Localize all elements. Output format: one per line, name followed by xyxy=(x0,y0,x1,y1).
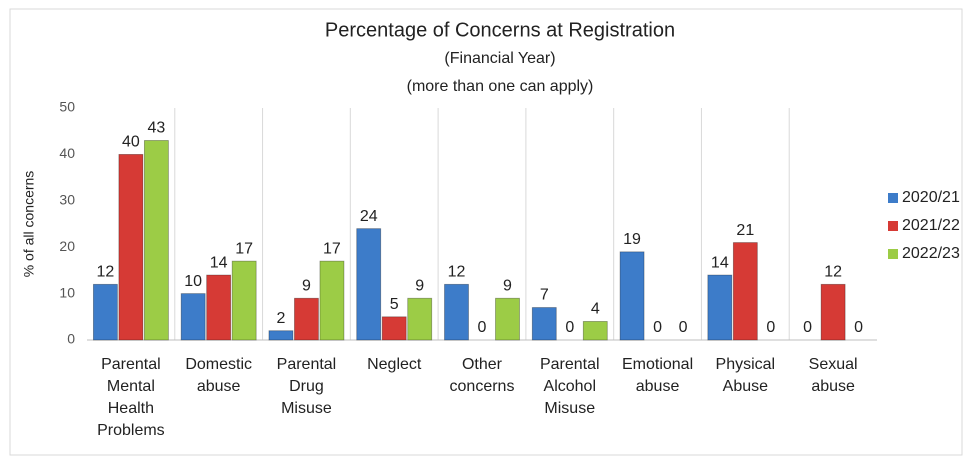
legend-label: 2021/22 xyxy=(902,217,960,234)
bar xyxy=(444,283,469,341)
chart-frame xyxy=(9,8,963,456)
data-label: 0 xyxy=(679,319,688,336)
y-tick-label: 50 xyxy=(59,99,75,115)
legend-label: 2020/21 xyxy=(902,189,960,206)
data-label: 14 xyxy=(210,254,228,271)
data-label: 9 xyxy=(415,277,424,294)
data-label: 0 xyxy=(803,319,812,336)
legend-swatch xyxy=(888,249,898,259)
data-label: 0 xyxy=(478,319,487,336)
bar xyxy=(732,242,758,341)
data-label: 0 xyxy=(854,319,863,336)
bar xyxy=(619,251,645,341)
bar xyxy=(294,297,319,341)
bar xyxy=(118,153,144,341)
x-tick-label: Domestic abuse xyxy=(185,356,252,395)
bar xyxy=(820,283,846,341)
x-tick-label: Other concerns xyxy=(450,356,515,395)
bar xyxy=(231,260,257,341)
bar xyxy=(180,293,206,341)
y-tick-label: 40 xyxy=(59,145,75,161)
bar xyxy=(582,321,608,341)
data-label: 7 xyxy=(540,287,549,304)
data-label: 5 xyxy=(390,296,399,313)
bar xyxy=(356,228,382,341)
data-label: 0 xyxy=(653,319,662,336)
data-label: 12 xyxy=(824,264,842,281)
chart-subtitle: (Financial Year) xyxy=(444,50,555,67)
data-label: 0 xyxy=(565,319,574,336)
data-label: 12 xyxy=(448,264,466,281)
data-label: 10 xyxy=(184,273,202,290)
chart-title: Percentage of Concerns at Registration xyxy=(325,19,675,41)
bar xyxy=(268,330,294,341)
x-tick-label: Parental Alcohol Misuse xyxy=(540,356,600,417)
bar xyxy=(381,316,407,341)
bar xyxy=(531,307,557,341)
bar xyxy=(495,297,520,341)
x-tick-label: Emotional abuse xyxy=(622,356,693,395)
legend-label: 2022/23 xyxy=(902,245,960,262)
data-label: 2 xyxy=(276,310,285,327)
x-tick-label: Parental Drug Misuse xyxy=(277,356,337,417)
data-label: 40 xyxy=(122,134,140,151)
data-label: 4 xyxy=(591,301,600,318)
y-axis-label: % of all concerns xyxy=(21,171,37,278)
x-tick-label: Parental Mental Health Problems xyxy=(97,356,165,439)
data-label: 43 xyxy=(147,120,165,137)
data-label: 9 xyxy=(302,277,311,294)
data-label: 0 xyxy=(766,319,775,336)
x-tick-label: Sexual abuse xyxy=(809,356,858,395)
data-label: 9 xyxy=(503,277,512,294)
data-label: 17 xyxy=(235,240,253,257)
legend-swatch xyxy=(888,193,898,203)
y-tick-label: 20 xyxy=(59,238,75,254)
bar xyxy=(319,260,345,341)
legend-swatch xyxy=(888,221,898,231)
bar xyxy=(92,283,118,341)
bar xyxy=(407,297,433,341)
y-tick-label: 30 xyxy=(59,192,75,208)
data-label: 24 xyxy=(360,208,378,225)
bar xyxy=(206,274,232,341)
data-label: 12 xyxy=(96,264,114,281)
data-label: 17 xyxy=(323,240,341,257)
x-tick-label: Neglect xyxy=(367,356,422,373)
chart-subtitle: (more than one can apply) xyxy=(407,78,594,95)
data-label: 21 xyxy=(736,222,754,239)
y-tick-label: 10 xyxy=(59,284,75,300)
data-label: 14 xyxy=(711,254,729,271)
bar xyxy=(143,140,169,341)
bar xyxy=(707,274,733,341)
data-label: 19 xyxy=(623,231,641,248)
x-tick-label: Physical Abuse xyxy=(716,356,776,395)
y-tick-label: 0 xyxy=(67,331,75,347)
